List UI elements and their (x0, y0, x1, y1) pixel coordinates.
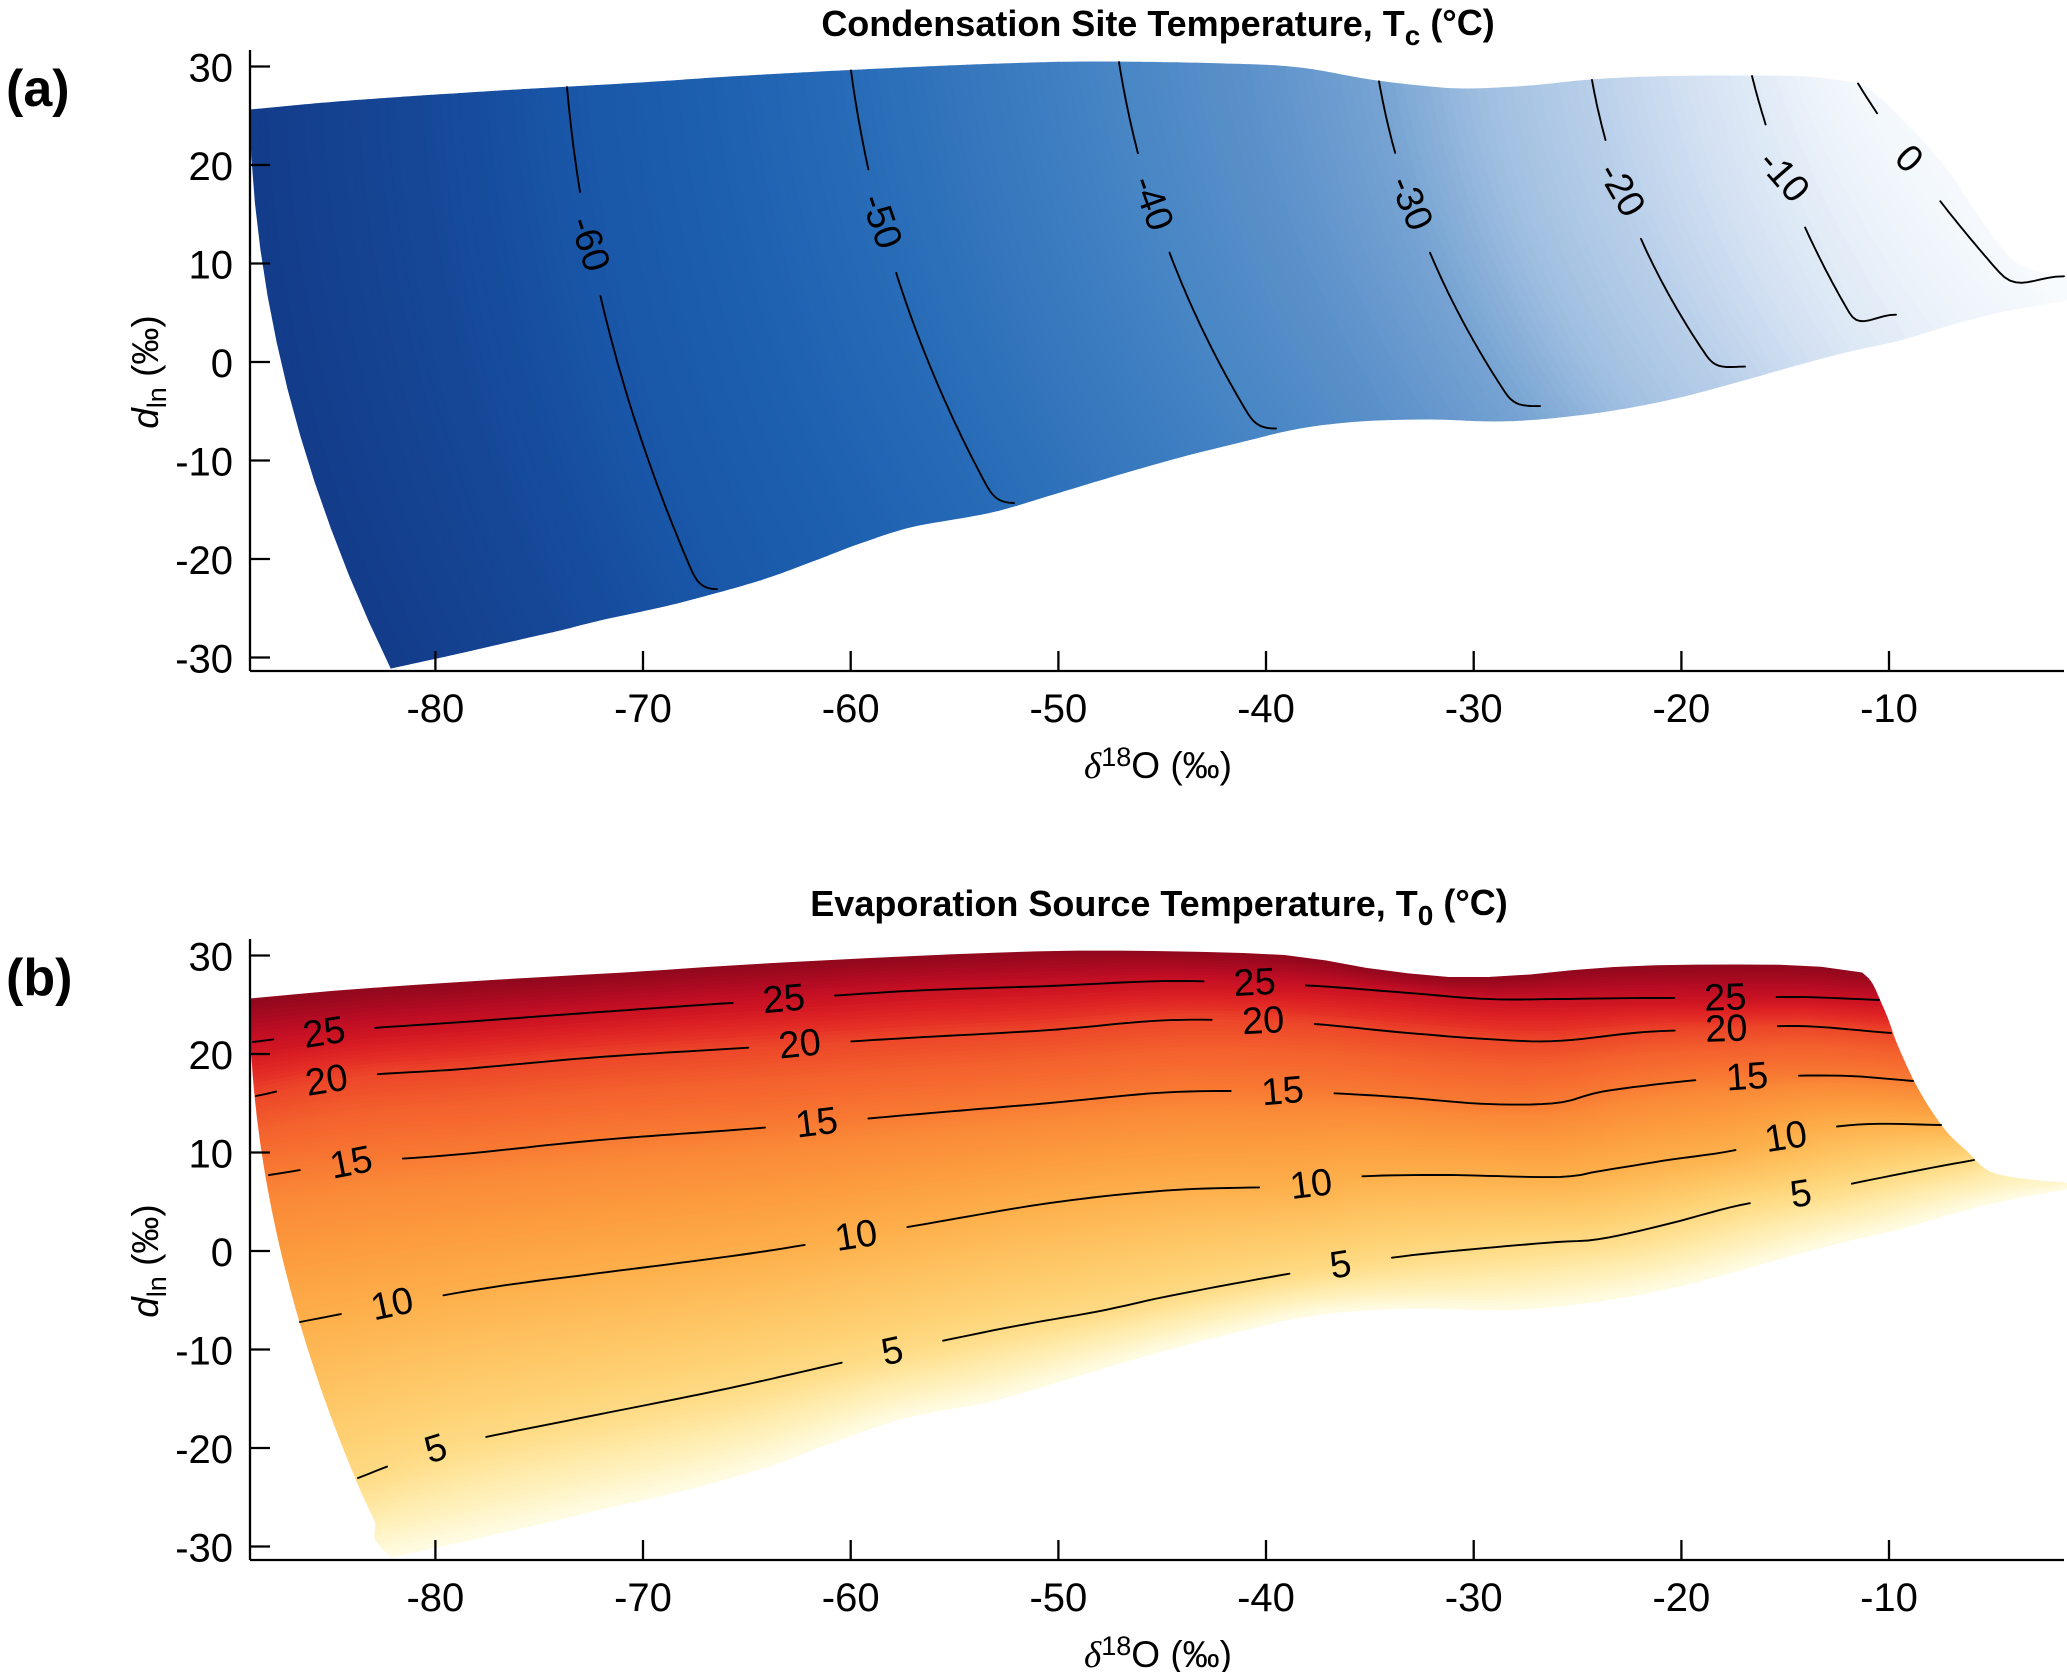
svg-text:-30: -30 (175, 638, 233, 682)
svg-text:(b): (b) (6, 949, 72, 1007)
svg-text:30: 30 (189, 47, 234, 91)
svg-text:-20: -20 (1652, 687, 1710, 731)
svg-text:15: 15 (1260, 1069, 1306, 1115)
svg-text:25: 25 (1232, 961, 1276, 1005)
svg-text:20: 20 (1241, 999, 1285, 1043)
svg-text:-50: -50 (1029, 687, 1087, 731)
svg-text:20: 20 (1704, 1007, 1748, 1050)
svg-text:δ18O (‰): δ18O (‰) (1084, 742, 1232, 787)
svg-text:20: 20 (189, 145, 234, 189)
svg-text:-10: -10 (175, 1330, 233, 1374)
svg-text:dln (‰): dln (‰) (125, 315, 172, 429)
svg-text:10: 10 (367, 1279, 417, 1329)
svg-text:20: 20 (189, 1034, 234, 1078)
svg-text:-20: -20 (175, 1428, 233, 1472)
svg-text:25: 25 (300, 1009, 348, 1057)
svg-text:-20: -20 (1652, 1576, 1710, 1620)
svg-text:-30: -30 (1445, 1576, 1503, 1620)
svg-text:-30: -30 (1445, 687, 1503, 731)
svg-text:10: 10 (1288, 1161, 1335, 1208)
svg-text:15: 15 (793, 1100, 840, 1147)
svg-text:-50: -50 (1029, 1576, 1087, 1620)
svg-text:15: 15 (326, 1138, 376, 1187)
svg-text:-60: -60 (822, 687, 880, 731)
svg-text:-10: -10 (175, 441, 233, 485)
svg-text:15: 15 (1725, 1055, 1770, 1100)
svg-text:0: 0 (211, 342, 233, 386)
svg-text:-60: -60 (822, 1576, 880, 1620)
svg-text:δ18O (‰): δ18O (‰) (1084, 1631, 1232, 1672)
svg-text:20: 20 (777, 1021, 823, 1067)
svg-text:25: 25 (1704, 976, 1748, 1019)
svg-text:-40: -40 (1237, 1576, 1295, 1620)
svg-text:-10: -10 (1860, 1576, 1918, 1620)
svg-text:-80: -80 (406, 1576, 464, 1620)
svg-text:-70: -70 (614, 687, 672, 731)
svg-text:-10: -10 (1860, 687, 1918, 731)
svg-text:-70: -70 (614, 1576, 672, 1620)
svg-text:(a): (a) (6, 60, 70, 118)
svg-text:10: 10 (189, 244, 234, 288)
svg-text:0: 0 (211, 1231, 233, 1275)
svg-text:-80: -80 (406, 687, 464, 731)
svg-text:10: 10 (1762, 1113, 1810, 1161)
svg-text:-30: -30 (175, 1527, 233, 1571)
svg-text:dln (‰): dln (‰) (125, 1204, 172, 1318)
svg-text:Condensation Site Temperature,: Condensation Site Temperature, Tc (°C) (821, 2, 1494, 51)
svg-text:10: 10 (189, 1133, 234, 1177)
svg-text:20: 20 (302, 1057, 350, 1105)
svg-text:10: 10 (832, 1212, 880, 1260)
svg-text:25: 25 (761, 977, 807, 1023)
svg-text:30: 30 (189, 936, 234, 980)
svg-text:Evaporation Source Temperature: Evaporation Source Temperature, T0 (°C) (810, 882, 1507, 931)
svg-text:-20: -20 (175, 539, 233, 583)
svg-text:-40: -40 (1237, 687, 1295, 731)
